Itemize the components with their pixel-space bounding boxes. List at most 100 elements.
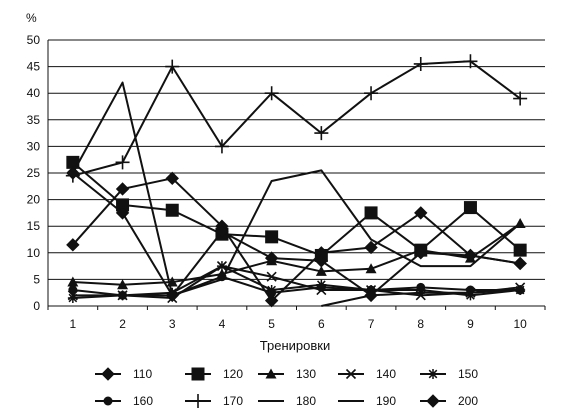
data-point-170 xyxy=(165,59,180,74)
data-point-170 xyxy=(413,56,428,71)
series-line-110 xyxy=(72,177,521,302)
data-point-160 xyxy=(118,290,128,300)
legend: 110 120 130 140 150 160 170 180 190 200 xyxy=(95,367,478,408)
data-point-130 xyxy=(315,265,327,276)
y-tick-label: 10 xyxy=(27,246,41,260)
data-point-110 xyxy=(165,171,179,186)
data-point-130 xyxy=(67,276,79,287)
legend-item-110: 110 xyxy=(95,367,152,381)
series-line-140 xyxy=(72,265,521,300)
y-tick-label: 25 xyxy=(27,166,41,180)
data-point-140 xyxy=(266,271,277,282)
data-point-120 xyxy=(165,203,179,217)
data-point-120 xyxy=(513,243,527,257)
y-tick-label: 45 xyxy=(27,60,41,74)
data-point-130 xyxy=(365,263,377,274)
y-tick-label: 5 xyxy=(33,272,40,286)
data-point-160 xyxy=(267,288,277,298)
y-tick-label: 40 xyxy=(27,86,41,100)
data-point-200 xyxy=(364,288,378,303)
series-200 xyxy=(66,166,527,303)
series-line-170 xyxy=(72,60,521,177)
y-unit-label: % xyxy=(26,11,37,25)
y-tick-label: 35 xyxy=(27,113,41,127)
x-tick-label: 4 xyxy=(219,317,226,331)
y-tick-label: 30 xyxy=(27,139,41,153)
legend-item-150: 150 xyxy=(420,367,478,381)
data-point-110 xyxy=(66,238,80,252)
legend-item-190: 190 xyxy=(338,394,396,408)
legend-label: 170 xyxy=(223,394,243,408)
data-point-170 xyxy=(314,126,329,141)
data-point-120 xyxy=(463,201,477,215)
legend-marker xyxy=(191,367,205,381)
series-line-200 xyxy=(72,172,521,297)
data-point-170 xyxy=(115,155,130,170)
legend-marker xyxy=(345,368,357,380)
data-point-110 xyxy=(364,240,378,255)
data-point-170 xyxy=(264,86,279,101)
data-point-200 xyxy=(165,288,179,303)
y-tick-label: 50 xyxy=(27,33,41,47)
data-point-150 xyxy=(465,290,476,301)
legend-item-130: 130 xyxy=(258,367,316,381)
data-point-200 xyxy=(66,166,80,180)
data-point-170 xyxy=(214,139,229,154)
series-group xyxy=(65,54,528,308)
data-point-110 xyxy=(414,206,428,220)
series-line-120 xyxy=(72,161,521,257)
legend-item-200: 200 xyxy=(420,394,478,408)
legend-label: 120 xyxy=(223,367,243,381)
series-190 xyxy=(321,289,521,307)
legend-label: 160 xyxy=(133,394,153,408)
legend-label: 190 xyxy=(376,394,396,408)
legend-item-120: 120 xyxy=(185,367,243,381)
data-point-200 xyxy=(513,256,527,271)
y-tick-label: 20 xyxy=(27,193,41,207)
data-point-160 xyxy=(68,285,78,295)
x-tick-label: 7 xyxy=(368,317,375,331)
x-tick-label: 6 xyxy=(318,317,325,331)
legend-label: 200 xyxy=(458,394,478,408)
data-point-110 xyxy=(115,182,130,196)
data-point-120 xyxy=(265,230,279,244)
legend-item-160: 160 xyxy=(95,394,153,408)
legend-label: 150 xyxy=(458,367,478,381)
series-line-160 xyxy=(72,275,521,297)
data-point-120 xyxy=(364,206,378,220)
legend-label: 140 xyxy=(376,367,396,381)
legend-item-140: 140 xyxy=(338,367,396,381)
series-line-190 xyxy=(321,289,521,307)
data-point-170 xyxy=(364,86,379,101)
series-170 xyxy=(65,54,528,183)
x-tick-label: 9 xyxy=(467,317,474,331)
data-point-160 xyxy=(416,282,426,292)
data-point-200 xyxy=(115,206,130,220)
series-line-180 xyxy=(71,81,521,297)
data-point-200 xyxy=(314,254,329,268)
series-130 xyxy=(67,218,526,290)
data-point-200 xyxy=(215,224,229,239)
data-point-150 xyxy=(216,261,227,272)
legend-marker xyxy=(265,368,277,379)
x-tick-label: 3 xyxy=(169,317,176,331)
legend-marker xyxy=(428,369,438,379)
data-point-170 xyxy=(513,91,528,106)
data-point-170 xyxy=(463,54,478,69)
x-axis-title: Тренировки xyxy=(260,338,330,353)
data-point-160 xyxy=(316,282,326,292)
legend-item-180: 180 xyxy=(258,394,316,408)
legend-label: 110 xyxy=(133,367,152,381)
x-tick-label: 2 xyxy=(119,317,126,331)
legend-marker xyxy=(101,367,115,381)
x-tick-label: 10 xyxy=(513,317,527,331)
legend-marker xyxy=(191,394,205,408)
legend-label: 180 xyxy=(296,394,316,408)
data-point-200 xyxy=(414,246,428,260)
x-tick-label: 8 xyxy=(417,317,424,331)
data-point-200 xyxy=(264,251,279,265)
data-point-150 xyxy=(67,293,78,304)
